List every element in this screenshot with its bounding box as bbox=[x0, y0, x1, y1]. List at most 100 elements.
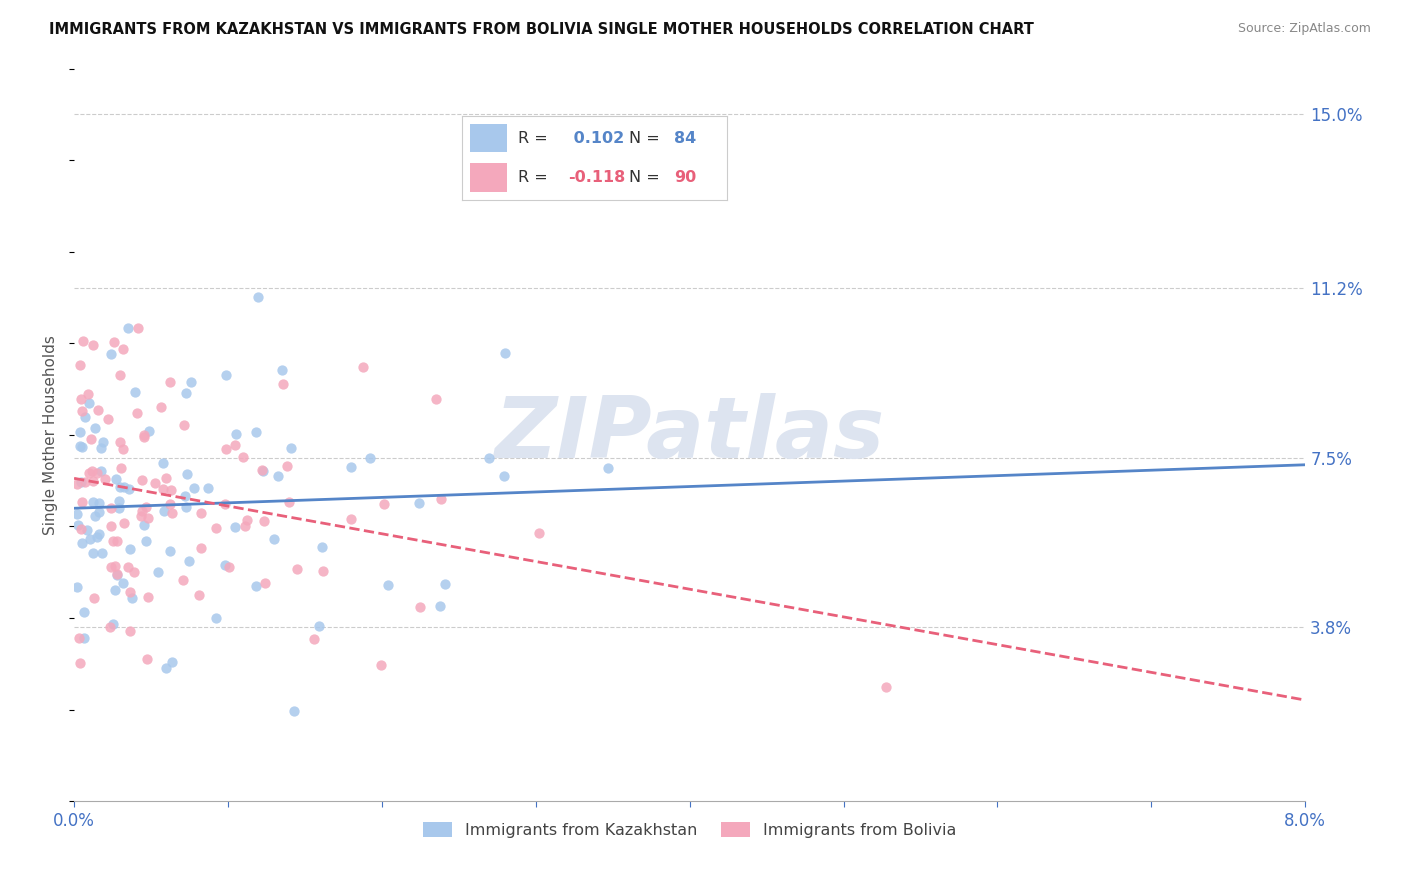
Point bbox=[112, 480, 135, 494]
Point bbox=[127, 321, 149, 335]
Point bbox=[143, 475, 166, 490]
Point bbox=[118, 482, 141, 496]
Point bbox=[173, 418, 195, 433]
Point bbox=[70, 404, 93, 418]
Point bbox=[215, 442, 238, 457]
Point bbox=[233, 519, 256, 533]
Point bbox=[105, 568, 128, 582]
Point bbox=[98, 619, 121, 633]
Point bbox=[105, 472, 128, 486]
Point bbox=[112, 516, 135, 530]
Point bbox=[110, 460, 132, 475]
Point bbox=[66, 580, 89, 594]
Point bbox=[104, 582, 127, 597]
Point bbox=[254, 576, 277, 591]
Point bbox=[93, 435, 115, 450]
Point bbox=[76, 523, 98, 537]
Point bbox=[190, 541, 212, 555]
Point bbox=[252, 464, 274, 478]
Point bbox=[134, 534, 156, 549]
Point bbox=[72, 334, 94, 348]
Point bbox=[596, 461, 619, 475]
Point bbox=[218, 560, 240, 574]
Point bbox=[280, 441, 302, 455]
Point bbox=[214, 497, 236, 511]
Point bbox=[105, 567, 128, 582]
Point bbox=[120, 541, 142, 556]
Point bbox=[173, 489, 195, 503]
Point bbox=[308, 619, 330, 633]
Point bbox=[224, 520, 246, 534]
Point bbox=[205, 611, 228, 625]
Point bbox=[180, 376, 202, 390]
Point bbox=[494, 346, 516, 360]
Point bbox=[134, 428, 156, 442]
Point bbox=[409, 600, 432, 615]
Point bbox=[100, 500, 122, 515]
Point bbox=[875, 680, 897, 694]
Point bbox=[152, 456, 174, 470]
Point bbox=[72, 631, 94, 645]
Text: ZIPatlas: ZIPatlas bbox=[495, 393, 884, 476]
Text: IMMIGRANTS FROM KAZAKHSTAN VS IMMIGRANTS FROM BOLIVIA SINGLE MOTHER HOUSEHOLDS C: IMMIGRANTS FROM KAZAKHSTAN VS IMMIGRANTS… bbox=[49, 22, 1033, 37]
Point bbox=[174, 500, 197, 514]
Point bbox=[124, 385, 146, 400]
Point bbox=[135, 652, 157, 666]
Point bbox=[408, 496, 430, 510]
Point bbox=[108, 480, 131, 494]
Point bbox=[75, 410, 97, 425]
Point bbox=[245, 425, 267, 439]
Point bbox=[67, 517, 90, 532]
Point bbox=[84, 421, 107, 435]
Point bbox=[527, 525, 550, 540]
Point bbox=[108, 435, 131, 450]
Point bbox=[72, 536, 94, 550]
Point bbox=[136, 511, 159, 525]
Point bbox=[271, 363, 294, 377]
Point bbox=[377, 578, 399, 592]
Point bbox=[94, 472, 117, 486]
Point bbox=[86, 530, 108, 544]
Point bbox=[107, 494, 129, 508]
Point bbox=[183, 481, 205, 495]
Point bbox=[152, 482, 174, 496]
Point bbox=[72, 605, 94, 619]
Point bbox=[215, 368, 238, 382]
Point bbox=[160, 506, 183, 520]
Point bbox=[433, 576, 456, 591]
Point bbox=[66, 477, 89, 491]
Point bbox=[131, 504, 153, 518]
Point bbox=[176, 385, 198, 400]
Point bbox=[69, 657, 91, 671]
Point bbox=[101, 616, 124, 631]
Point bbox=[86, 466, 108, 480]
Point bbox=[80, 464, 103, 478]
Point bbox=[90, 546, 112, 560]
Point bbox=[82, 475, 104, 489]
Point bbox=[70, 522, 93, 536]
Point bbox=[205, 521, 228, 535]
Point bbox=[494, 469, 516, 483]
Point bbox=[176, 467, 198, 481]
Point bbox=[263, 532, 285, 546]
Point bbox=[90, 464, 112, 478]
Point bbox=[197, 481, 219, 495]
Point bbox=[103, 533, 125, 548]
Point bbox=[77, 466, 100, 480]
Point bbox=[155, 470, 177, 484]
Point bbox=[100, 560, 122, 574]
Point bbox=[190, 506, 212, 520]
Point bbox=[312, 564, 335, 578]
Point bbox=[90, 441, 112, 455]
Point bbox=[138, 425, 160, 439]
Point bbox=[82, 495, 104, 509]
Point bbox=[70, 475, 93, 489]
Point bbox=[283, 704, 305, 718]
Point bbox=[188, 588, 211, 602]
Point bbox=[103, 335, 125, 350]
Point bbox=[232, 450, 254, 465]
Point bbox=[69, 439, 91, 453]
Point bbox=[172, 573, 194, 587]
Point bbox=[87, 496, 110, 510]
Point bbox=[138, 591, 160, 605]
